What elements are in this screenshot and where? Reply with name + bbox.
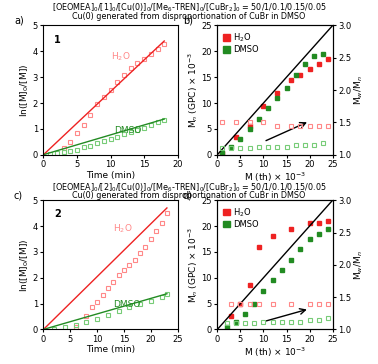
Text: d): d): [183, 190, 193, 200]
Text: a): a): [14, 16, 24, 25]
Y-axis label: M$_w$/M$_n$: M$_w$/M$_n$: [353, 250, 365, 280]
Legend: H$_2$O, DMSO: H$_2$O, DMSO: [222, 29, 260, 56]
Text: [OEOMEA]$_0$/[1]$_0$/[Cu(0)]$_0$/[Me$_6$-TREN]$_0$/[CuBr$_2$]$_0$ = 50/1/0.1/0.1: [OEOMEA]$_0$/[1]$_0$/[Cu(0)]$_0$/[Me$_6$…: [52, 2, 326, 14]
Legend: H$_2$O, DMSO: H$_2$O, DMSO: [222, 204, 260, 231]
X-axis label: M (th) $\times$ 10$^{-3}$: M (th) $\times$ 10$^{-3}$: [244, 345, 306, 359]
Y-axis label: ln([M]$_0$/[M]): ln([M]$_0$/[M]): [19, 238, 31, 292]
X-axis label: Time (min): Time (min): [86, 345, 135, 355]
Y-axis label: ln([M]$_0$/[M]): ln([M]$_0$/[M]): [19, 63, 31, 117]
Text: [OEOMEA]$_0$/[2]$_0$/[Cu(0)]$_0$/[Me$_6$-TREN]$_0$/[CuBr$_2$]$_0$ = 50/1/0.1/0.1: [OEOMEA]$_0$/[2]$_0$/[Cu(0)]$_0$/[Me$_6$…: [52, 181, 326, 194]
Text: c): c): [14, 190, 23, 200]
Text: Cu(0) generated from disproportionation of CuBr in DMSO: Cu(0) generated from disproportionation …: [72, 191, 306, 200]
Text: b): b): [183, 16, 193, 25]
Text: DMSO: DMSO: [114, 126, 141, 135]
Text: H$_2$O: H$_2$O: [113, 222, 133, 235]
Y-axis label: M$_n$ (GPC) $\times$ 10$^{-3}$: M$_n$ (GPC) $\times$ 10$^{-3}$: [186, 52, 200, 128]
Text: Cu(0) generated from disproportionation of CuBr in DMSO: Cu(0) generated from disproportionation …: [72, 12, 306, 21]
Text: 1: 1: [54, 35, 61, 44]
Text: 2: 2: [54, 209, 61, 219]
Text: H$_2$O: H$_2$O: [110, 50, 130, 63]
Y-axis label: M$_w$/M$_n$: M$_w$/M$_n$: [353, 75, 365, 105]
Text: DMSO: DMSO: [113, 300, 141, 309]
Y-axis label: M$_n$ (GPC) $\times$ 10$^{-3}$: M$_n$ (GPC) $\times$ 10$^{-3}$: [186, 227, 200, 303]
X-axis label: M (th) $\times$ 10$^{-3}$: M (th) $\times$ 10$^{-3}$: [244, 171, 306, 184]
X-axis label: Time (min): Time (min): [86, 171, 135, 180]
